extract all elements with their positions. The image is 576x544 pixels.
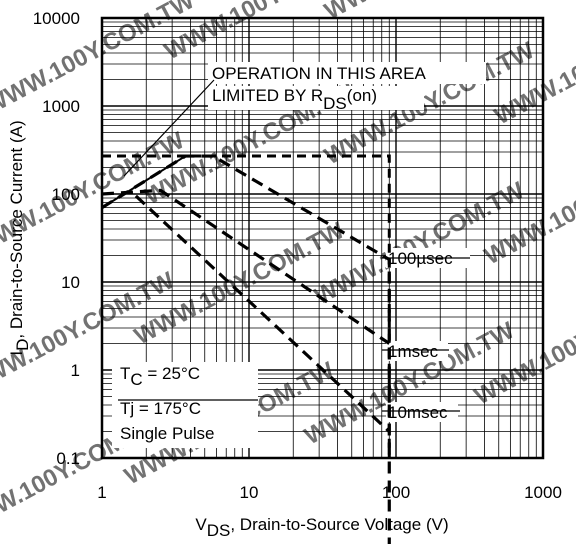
tc-label: TC = 25°C	[120, 364, 200, 389]
curves	[101, 154, 391, 544]
x-axis-title-subscript: DS	[207, 521, 231, 540]
x-axis-title: VDS, Drain-to-Source Voltage (V)	[195, 515, 448, 540]
tick-labels: 1 10 100 1000 0.1 1 10 100 1000 10000	[33, 9, 562, 502]
y-axis-title-rest: , Drain-to-Source Current (A)	[7, 120, 26, 338]
series-line-100µsec	[101, 154, 391, 544]
y-axis-title: ID, Drain-to-Source Current (A)	[7, 120, 32, 355]
y-axis-title-main: I	[7, 351, 26, 356]
y-tick-label: 100	[52, 185, 80, 204]
conditions-background	[112, 362, 258, 448]
rds-label-background	[208, 86, 424, 110]
pulse-label: Single Pulse	[120, 424, 215, 443]
tc-label-text: T	[120, 364, 130, 383]
rds-label-line2: LIMITED BY RDS(on)	[212, 86, 377, 113]
y-tick-label: 10000	[33, 9, 80, 28]
rds-label-text: LIMITED BY R	[212, 86, 323, 105]
plot-frame	[100, 16, 545, 460]
x-axis-title-rest: , Drain-to-Source Voltage (V)	[230, 515, 448, 534]
y-axis-title-subscript: D	[13, 339, 32, 351]
series-label-background	[386, 402, 458, 422]
rds-label-background	[208, 62, 486, 84]
series-line-10msec	[134, 194, 391, 433]
series-label: 10msec	[388, 403, 448, 422]
x-tick-label: 100	[382, 483, 410, 502]
x-axis-title-main: V	[195, 515, 207, 534]
y-tick-label: 1000	[42, 97, 80, 116]
y-tick-label: 0.1	[56, 449, 80, 468]
tj-label: Tj = 175°C	[120, 399, 201, 418]
rds-label-suffix: (on)	[347, 86, 377, 105]
series-label: 100µsec	[388, 249, 453, 268]
watermark-text: WWW.100Y.COM.TW	[320, 0, 539, 25]
grid	[102, 18, 543, 458]
rds-label-subscript: DS	[323, 94, 347, 113]
x-tick-label: 1000	[524, 483, 562, 502]
series-line-1msec	[101, 188, 391, 345]
series-label-background	[386, 341, 448, 361]
tc-label-subscript: C	[130, 370, 142, 389]
rds-label-line1: OPERATION IN THIS AREA	[212, 64, 426, 83]
annotations: 100µsec 1msec 10msec OPERATION IN THIS AREA…	[7, 64, 470, 540]
tc-label-suffix: = 25°C	[143, 364, 200, 383]
x-tick-label: 1	[97, 483, 106, 502]
y-tick-label: 10	[61, 273, 80, 292]
rds-pointer-line	[123, 79, 215, 177]
series-label: 1msec	[388, 342, 439, 361]
y-tick-label: 1	[71, 361, 80, 380]
x-tick-label: 10	[240, 483, 259, 502]
